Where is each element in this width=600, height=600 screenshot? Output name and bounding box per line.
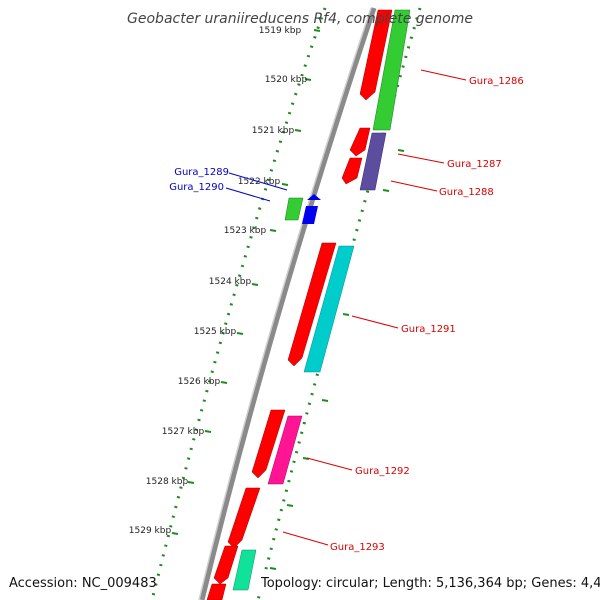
- kbp-label: 1528 kbp: [146, 477, 189, 487]
- gene-blue: [302, 206, 318, 224]
- gene-labels: Gura_1286 Gura_1287 Gura_1288 Gura_1289 …: [169, 76, 524, 553]
- kbp-label: 1527 kbp: [162, 427, 205, 437]
- topology-text: Topology: circular; Length: 5,136,364 bp…: [260, 576, 600, 591]
- kbp-label: 1519 kbp: [259, 26, 302, 36]
- map-title: Geobacter uraniireducens Rf4, complete g…: [127, 11, 473, 27]
- kbp-label: 1521 kbp: [252, 126, 295, 136]
- gene-red: [227, 487, 261, 549]
- gene-label-gura-1293: Gura_1293: [330, 542, 385, 553]
- footer: Accession: NC_009483 Topology: circular;…: [0, 572, 600, 594]
- gene-green: [372, 9, 411, 131]
- gene-purple: [359, 132, 387, 191]
- minor-ticks: [269, 149, 405, 570]
- gene-label-gura-1287: Gura_1287: [447, 159, 502, 170]
- backbone: [198, 7, 377, 600]
- kbp-ticks: [171, 29, 321, 535]
- gene-blue-arrow: [307, 194, 321, 200]
- gene-red: [206, 583, 227, 600]
- gene-label-gura-1291: Gura_1291: [401, 324, 456, 335]
- gene-cyan: [303, 245, 355, 373]
- gene-magenta: [267, 415, 303, 485]
- gene-green: [284, 197, 304, 221]
- kbp-label: 1524 kbp: [209, 277, 252, 287]
- gene-label-gura-1288: Gura_1288: [439, 187, 494, 198]
- gene-red: [287, 242, 337, 367]
- kbp-label: 1520 kbp: [265, 75, 308, 85]
- accession-text: Accession: NC_009483: [9, 576, 157, 591]
- gene-red: [359, 9, 393, 101]
- gene-red: [341, 157, 363, 185]
- gene-label-gura-1290: Gura_1290: [169, 182, 224, 193]
- kbp-label: 1526 kbp: [178, 377, 221, 387]
- kbp-label: 1525 kbp: [194, 327, 237, 337]
- gene-spring: [232, 549, 257, 591]
- genes: [206, 9, 411, 600]
- gene-label-gura-1286: Gura_1286: [469, 76, 524, 87]
- kbp-label: 1523 kbp: [224, 226, 267, 236]
- leader-lines: [225, 69, 467, 546]
- gene-red: [213, 545, 239, 585]
- gene-red: [349, 127, 371, 157]
- gene-label-gura-1289: Gura_1289: [174, 167, 229, 178]
- kbp-label: 1529 kbp: [129, 526, 172, 536]
- gene-label-gura-1292: Gura_1292: [355, 466, 410, 477]
- gene-red: [251, 409, 286, 479]
